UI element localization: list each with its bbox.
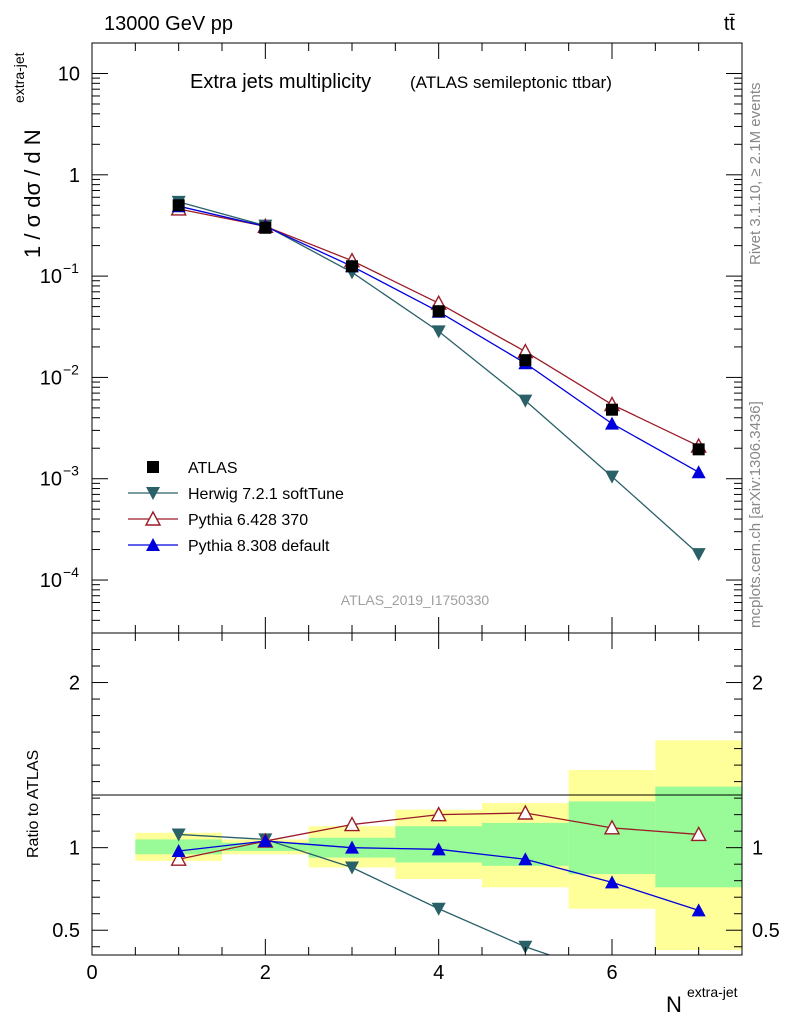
ratio-y-tick-label-right: 1 <box>752 838 763 860</box>
x-tick-label: 0 <box>86 962 97 984</box>
legend-item: Pythia 6.428 370 <box>128 510 308 529</box>
series-0 <box>172 199 705 456</box>
series-3 <box>171 199 706 479</box>
data-point <box>691 548 706 562</box>
data-point <box>606 403 618 416</box>
ratio-point <box>518 852 533 866</box>
x-tick-label: 6 <box>606 962 617 984</box>
data-point <box>605 470 619 484</box>
main-title: Extra jets multiplicity <box>190 71 371 93</box>
band-stat <box>568 801 656 875</box>
ratio-y-tick-label: 0.5 <box>52 920 80 942</box>
ratio-y-label: Ratio to ATLAS <box>25 750 42 858</box>
legend-item: Pythia 8.308 default <box>128 538 330 555</box>
main-y-label-sup: extra-jet <box>11 52 27 103</box>
legend-item: Herwig 7.2.1 softTune <box>128 486 344 503</box>
ratio-point <box>171 843 186 857</box>
ratio-y-tick-label: 2 <box>69 673 80 695</box>
x-axis-label: N <box>666 992 682 1017</box>
x-tick-label: 4 <box>433 962 444 984</box>
data-point <box>346 260 358 273</box>
data-point <box>692 443 705 456</box>
ratio-point <box>343 816 361 832</box>
ratio-point <box>691 903 706 917</box>
ratio-point <box>171 828 186 842</box>
legend-label: Pythia 8.308 default <box>188 538 330 555</box>
ratio-y-tick-label-right: 2 <box>752 673 763 695</box>
ratio-panel: 0.5 0.5 1 1 2 2 0 2 4 6 Ratio to ATLAS N extra-je… <box>25 632 780 1017</box>
x-tick-label: 2 <box>260 962 271 984</box>
y-tick-label: 10 <box>40 570 62 592</box>
y-tick-exponent: −2 <box>63 361 79 377</box>
ratio-y-label-text: Ratio to ATLAS <box>25 750 42 858</box>
y-tick-label: 10 <box>40 266 62 288</box>
rivet-label: Rivet 3.1.10, ≥ 2.1M events <box>747 83 764 266</box>
ratio-point <box>690 825 707 842</box>
data-point <box>519 354 532 367</box>
ratio-point <box>517 804 534 820</box>
legend: ATLAS Herwig 7.2.1 softTune Pythia 6.428 3… <box>128 460 344 555</box>
legend-label: Pythia 6.428 370 <box>188 512 308 529</box>
y-tick-label: 1 <box>69 165 80 187</box>
y-tick-exponent: −4 <box>63 564 79 580</box>
energy-label: 13000 GeV pp <box>104 13 233 35</box>
data-point <box>432 305 445 318</box>
ratio-point <box>605 875 619 889</box>
legend-item: ATLAS <box>147 460 238 477</box>
ratio-point <box>345 861 359 875</box>
legend-label: ATLAS <box>188 460 238 477</box>
y-tick-exponent: −1 <box>63 260 79 276</box>
x-axis-label-sup: extra-jet <box>687 984 738 1000</box>
data-point <box>691 465 706 479</box>
y-tick-exponent: −3 <box>63 463 79 479</box>
series-line <box>178 205 699 473</box>
data-point <box>172 199 185 212</box>
legend-marker <box>146 487 160 500</box>
legend-marker <box>146 538 160 551</box>
mcplots-label: mcplots.cern.ch [arXiv:1306.3436] <box>747 401 764 628</box>
legend-marker <box>147 461 159 473</box>
ratio-point <box>258 834 273 848</box>
data-point <box>518 394 533 408</box>
process-label: tt̄ <box>724 13 736 35</box>
main-subtitle: (ATLAS semileptonic ttbar) <box>410 73 612 92</box>
ratio-point <box>603 819 621 835</box>
data-point <box>259 221 272 234</box>
ratio-point <box>431 902 446 916</box>
legend-label: Herwig 7.2.1 softTune <box>188 486 344 503</box>
data-point <box>431 325 446 339</box>
ratio-point <box>345 840 359 854</box>
ratio-frame <box>91 632 743 956</box>
ratio-point <box>431 842 446 856</box>
legend-marker <box>144 510 162 526</box>
ratio-y-tick-label-right: 0.5 <box>752 920 780 942</box>
y-tick-label: 10 <box>40 469 62 491</box>
y-tick-label: 10 <box>58 63 80 85</box>
main-series <box>170 195 707 562</box>
ratio-point <box>430 806 447 822</box>
ratio-point <box>170 850 187 866</box>
ratio-y-tick-label: 1 <box>69 838 80 860</box>
y-tick-label: 10 <box>40 367 62 389</box>
main-y-label-text: 1 / σ dσ / d N <box>20 129 45 258</box>
watermark: ATLAS_2019_I1750330 <box>341 592 490 608</box>
data-point <box>605 416 619 430</box>
main-y-label-sup-group: extra-jet <box>11 52 27 103</box>
ratio-series <box>170 804 707 955</box>
ratio-series-2 <box>171 834 706 917</box>
main-y-label: 1 / σ dσ / d N <box>20 129 45 258</box>
series-1 <box>171 195 706 562</box>
